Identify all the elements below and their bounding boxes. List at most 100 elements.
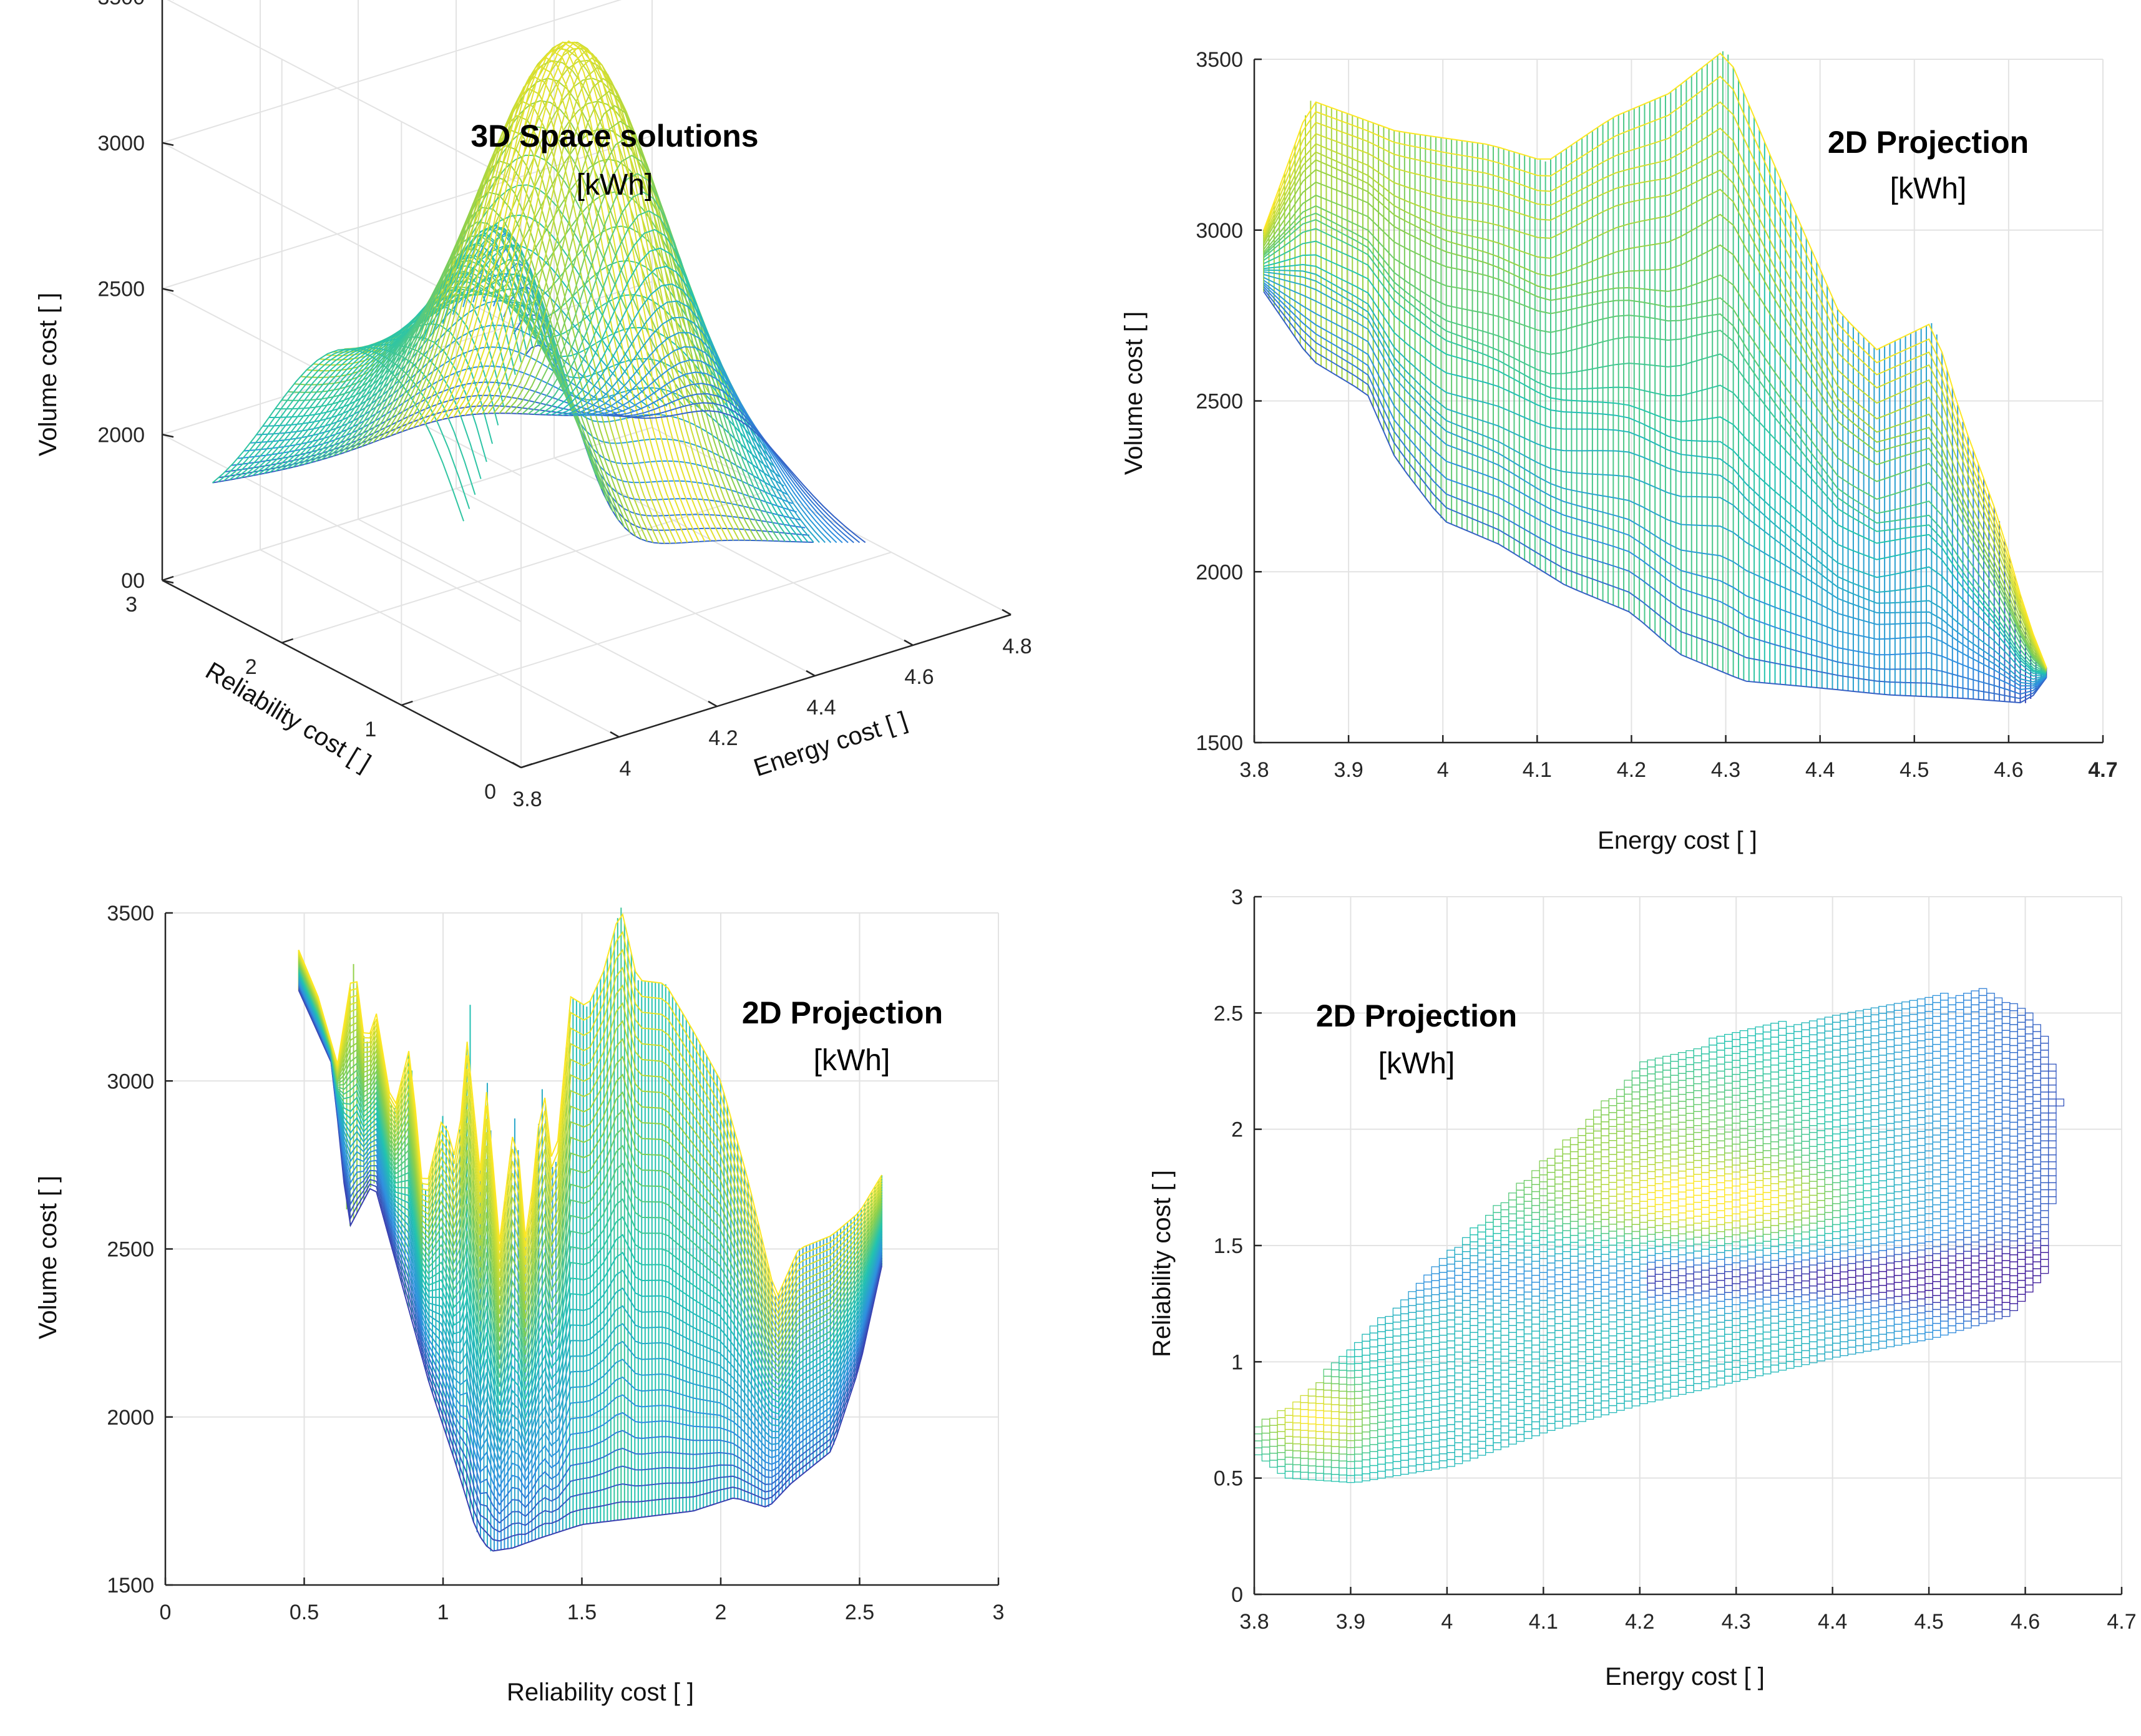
pER-mesh-cell (1986, 1265, 1995, 1273)
pER-mesh-cell (1585, 1286, 1594, 1294)
pER-mesh-cell (1994, 1004, 2003, 1013)
pER-mesh-cell (1493, 1421, 1502, 1430)
pER-mesh-cell (1408, 1437, 1417, 1446)
pER-mesh-cell (1840, 1194, 1849, 1203)
pER-mesh-cell (1793, 1261, 1802, 1269)
pER-mesh-cell (2009, 1136, 2018, 1144)
pER-mesh-cell (1724, 1368, 1733, 1377)
pER-mesh-cell (1562, 1153, 1571, 1161)
pER-mesh-cell (1909, 1098, 1918, 1106)
pER-mesh-cell (1994, 1095, 2003, 1103)
pER-mesh-cell (2040, 1085, 2049, 1093)
pER-mesh-cell (1747, 1231, 1756, 1239)
pER-mesh-cell (1994, 1067, 2003, 1075)
pER-mesh-cell (1716, 1245, 1725, 1253)
pER-xtick-label: 4.7 (2107, 1610, 2136, 1634)
pER-mesh-cell (1647, 1185, 1656, 1193)
pER-mesh-cell (1485, 1375, 1494, 1383)
pER-mesh-cell (1878, 1222, 1887, 1231)
pER-mesh-cell (1493, 1379, 1502, 1388)
pER-mesh-cell (2032, 1045, 2041, 1053)
pER-mesh-cell (1778, 1167, 1787, 1176)
pER-mesh-cell (1693, 1153, 1702, 1161)
pER-mesh-cell (1716, 1098, 1725, 1107)
pER-mesh-cell (1824, 1030, 1833, 1039)
pER-mesh-cell (1554, 1330, 1563, 1339)
pER-mesh-cell (1762, 1185, 1772, 1193)
pER-mesh-cell (1963, 1055, 1972, 1064)
pER-mesh-cell (1608, 1182, 1617, 1190)
p3d-mesh-col (545, 247, 797, 542)
pER-mesh-cell (1438, 1320, 1448, 1329)
pER-mesh-cell (1624, 1296, 1633, 1304)
pEV-xtick-label: 3.9 (1334, 758, 1363, 782)
pER-mesh-cell (1817, 1200, 1825, 1208)
pRV-mesh-row (298, 977, 883, 1453)
pER-mesh-cell (1817, 1304, 1825, 1313)
pER-mesh-cell (1554, 1163, 1563, 1171)
pER-mesh-cell (2001, 1218, 2011, 1226)
pER-mesh-cell (1677, 1387, 1687, 1395)
pER-mesh-cell (1608, 1202, 1617, 1211)
pER-mesh-cell (1508, 1213, 1517, 1222)
pER-mesh-cell (1578, 1414, 1586, 1422)
pER-mesh-cell (1716, 1377, 1725, 1386)
pER-mesh-cell (1670, 1319, 1679, 1327)
pER-mesh-cell (1778, 1098, 1787, 1106)
pER-mesh-cell (1454, 1379, 1463, 1388)
pRV-mesh-row (298, 979, 883, 1470)
pER-mesh-cell (1546, 1325, 1556, 1334)
pER-mesh-cell (1415, 1367, 1425, 1375)
pER-mesh-cell (1578, 1302, 1586, 1310)
pER-mesh-cell (1739, 1121, 1748, 1129)
pER-mesh-cell (2017, 1245, 2026, 1253)
pER-mesh-cell (1330, 1432, 1340, 1440)
pER-mesh-cell (1531, 1386, 1540, 1395)
pER-mesh-cell (1500, 1397, 1509, 1406)
pER-mesh-cell (1747, 1328, 1756, 1337)
p3d-mesh-col (556, 283, 809, 543)
pER-mesh-cell (1662, 1055, 1671, 1064)
pER-mesh-cell (1569, 1395, 1579, 1403)
p3d-mesh-col (602, 393, 854, 544)
pER-mesh-cell (1762, 1143, 1772, 1151)
pER-mesh-cell (2024, 1124, 2034, 1133)
pER-mesh-cell (1824, 1337, 1833, 1346)
pER-mesh-cell (1901, 1266, 1910, 1275)
pER-mesh-cell (1863, 1302, 1872, 1310)
pER-mesh-cell (1647, 1143, 1656, 1151)
pER-mesh-cell (1554, 1302, 1563, 1310)
pER-mesh-cell (1662, 1063, 1671, 1071)
pER-mesh-cell (1916, 1103, 1926, 1111)
pER-mesh-cell (1855, 1129, 1864, 1137)
pER-mesh-cell (1639, 1284, 1648, 1293)
pER-mesh-cell (1824, 1170, 1833, 1178)
pER-mesh-cell (1893, 1128, 1903, 1137)
pER-mesh-cell (1585, 1363, 1594, 1371)
pER-mesh-cell (1817, 1277, 1825, 1285)
pER-mesh-cell (1616, 1228, 1625, 1237)
pER-mesh-cell (1578, 1372, 1586, 1380)
pER-mesh-cell (1817, 1332, 1825, 1340)
pRV-unit: [kWh] (814, 1044, 890, 1077)
pER-mesh-cell (1886, 1004, 1895, 1013)
pER-mesh-cell (1438, 1265, 1448, 1273)
pER-mesh-cell (1840, 1257, 1849, 1265)
pER-mesh-cell (1886, 1109, 1895, 1117)
pEV-mesh-row (1263, 286, 2047, 695)
pER-mesh-cell (1700, 1290, 1710, 1299)
pER-mesh-cell (1585, 1377, 1594, 1385)
p3d-mesh-col (441, 44, 694, 543)
pER-mesh-cell (1569, 1256, 1579, 1264)
pER-mesh-cell (1461, 1237, 1471, 1246)
pER-mesh-cell (1855, 1191, 1864, 1200)
pER-mesh-cell (1470, 1255, 1478, 1264)
pER-mesh-cell (1840, 1187, 1849, 1196)
pER-mesh-cell (1793, 1247, 1802, 1256)
pER-mesh-cell (1585, 1335, 1594, 1343)
pEV-mesh-row (1263, 194, 2047, 671)
pER-mesh-cell (1948, 1276, 1957, 1285)
pER-mesh-cell (1994, 1214, 2003, 1222)
pER-mesh-cell (1986, 1257, 1995, 1266)
pER-mesh-cell (1470, 1353, 1478, 1361)
